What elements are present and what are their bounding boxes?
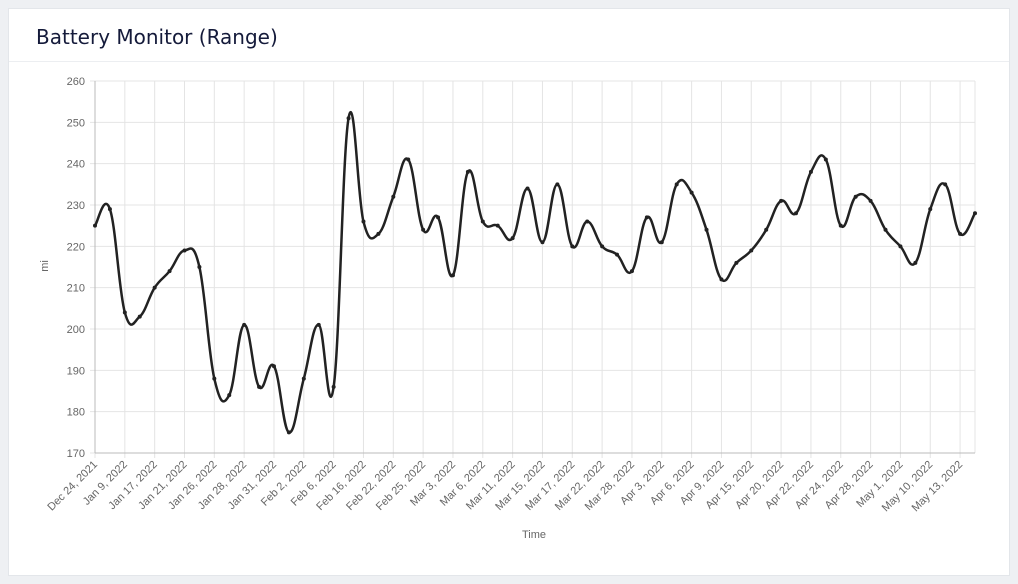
y-tick-label: 170 — [67, 448, 85, 460]
point — [973, 211, 977, 216]
point — [644, 215, 649, 220]
y-tick-label: 230 — [67, 200, 85, 212]
point — [704, 227, 709, 232]
point — [167, 269, 172, 274]
point — [182, 248, 187, 253]
point — [943, 182, 948, 187]
point — [913, 260, 918, 265]
point — [316, 322, 321, 327]
card-header: Battery Monitor (Range) — [9, 9, 1009, 62]
point — [391, 194, 396, 199]
card: Battery Monitor (Range) — [8, 8, 1010, 576]
point — [480, 219, 485, 224]
point — [734, 260, 739, 265]
y-tick-label: 190 — [67, 365, 85, 377]
point — [868, 198, 873, 203]
point — [331, 384, 336, 389]
point — [525, 186, 530, 191]
point — [883, 227, 888, 232]
point — [540, 240, 545, 245]
point — [346, 116, 351, 121]
y-tick-label: 210 — [67, 283, 85, 295]
point — [436, 215, 441, 220]
y-tick-label: 200 — [67, 324, 85, 336]
point — [674, 182, 679, 187]
point — [585, 219, 590, 224]
line — [93, 111, 977, 434]
point — [465, 169, 470, 174]
point — [495, 223, 500, 228]
point — [152, 285, 157, 290]
point — [570, 244, 575, 249]
point — [257, 384, 262, 389]
card-title: Battery Monitor (Range) — [36, 25, 278, 49]
y-tick-label: 260 — [67, 76, 85, 88]
point — [898, 244, 903, 249]
x-tick-label: Dec 24, 2021 — [45, 459, 100, 514]
point — [107, 207, 112, 212]
y-tick-label: 250 — [67, 117, 85, 129]
point — [122, 310, 127, 315]
point — [242, 322, 247, 327]
point — [779, 198, 784, 203]
point — [227, 393, 232, 398]
point — [600, 244, 605, 249]
y-axis-label: mi — [39, 260, 51, 272]
point — [615, 252, 620, 257]
y-tick-label: 180 — [67, 407, 85, 419]
point — [838, 223, 843, 228]
point — [794, 211, 799, 216]
point — [555, 182, 560, 187]
point — [301, 376, 306, 381]
point — [93, 223, 97, 228]
point — [823, 157, 828, 162]
y-tick-label: 220 — [67, 241, 85, 253]
point — [271, 364, 276, 369]
point — [450, 273, 455, 278]
point — [958, 231, 963, 236]
point — [928, 207, 933, 212]
point — [689, 190, 694, 195]
point — [853, 194, 858, 199]
point — [406, 157, 411, 162]
point — [719, 277, 724, 282]
point — [421, 227, 426, 232]
point — [376, 231, 381, 236]
point — [361, 219, 366, 224]
point — [286, 430, 291, 435]
point — [629, 269, 634, 274]
x-axis-label: Time — [522, 529, 546, 541]
point — [749, 248, 754, 253]
point — [510, 236, 515, 241]
point — [212, 376, 217, 381]
point — [659, 240, 664, 245]
point — [764, 227, 769, 232]
point — [137, 314, 142, 319]
point — [808, 169, 813, 174]
point — [197, 265, 202, 269]
y-tick-label: 240 — [67, 159, 85, 171]
